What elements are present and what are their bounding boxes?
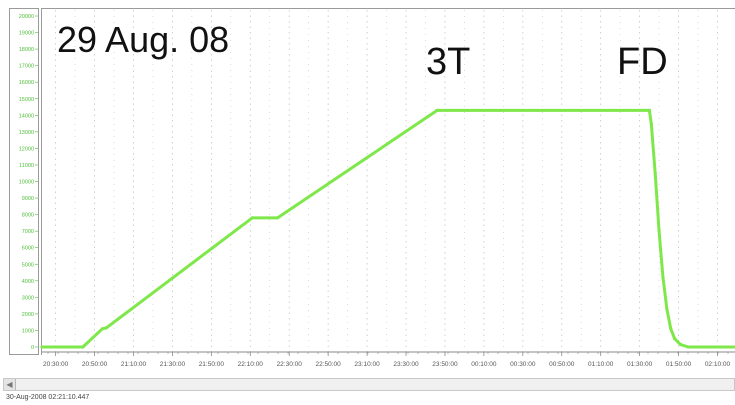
x-tick-label: 20:50:00 [82, 361, 108, 368]
data-point [647, 108, 651, 112]
y-tick-label: 11000 [19, 163, 34, 169]
x-tick-label: 01:50:00 [666, 361, 692, 368]
data-point [100, 327, 104, 331]
series-layer [40, 108, 735, 349]
y-tick-label: 15000 [19, 97, 34, 103]
data-point [81, 345, 85, 349]
x-tick-label: 23:10:00 [354, 361, 380, 368]
y-tick-label: 6000 [22, 246, 34, 252]
y-tick-label: 9000 [22, 196, 34, 202]
data-point [669, 327, 673, 331]
x-tick-label: 01:10:00 [588, 361, 614, 368]
data-point [661, 275, 665, 280]
y-tick-label: 1000 [22, 328, 34, 334]
date-annotation: 29 Aug. 08 [57, 19, 230, 60]
plot-frame [41, 8, 735, 355]
x-tick-label: 23:30:00 [393, 361, 419, 368]
x-tick-label: 00:50:00 [549, 361, 575, 368]
y-tick-label: 18000 [19, 47, 34, 53]
y-tick-label: 7000 [22, 229, 34, 235]
timestamp: 30-Aug-2008 02:21:10.447 [6, 394, 90, 401]
data-point [104, 326, 108, 330]
x-tick-label: 21:30:00 [160, 361, 186, 368]
series-line [42, 108, 735, 349]
y-tick-label: 16000 [19, 80, 34, 86]
y-tick-label: 20000 [19, 14, 34, 20]
x-tick-label: 22:10:00 [238, 361, 264, 368]
y-tick-label: 0 [31, 345, 34, 351]
data-point [657, 229, 661, 233]
y-tick-label: 10000 [19, 180, 34, 186]
y-tick-labels: 0 1000 2000 3000 4000 5000 6000 7000 8000 9000 100… [19, 14, 38, 351]
x-tick-label: 00:30:00 [510, 361, 536, 368]
y-tick-label: 19000 [19, 31, 34, 37]
data-point [653, 171, 657, 175]
x-tick-label: 01:30:00 [627, 361, 653, 368]
x-tick-labels: 20:30:00 20:50:00 21:10:00 21:30:00 21:50:00… [43, 352, 731, 368]
x-tick-label: 20:30:00 [43, 361, 69, 368]
y-tick-label: 2000 [22, 312, 34, 318]
scroll-left-arrow-icon[interactable]: ◀ [4, 379, 16, 390]
annotation-3t: 3T [426, 41, 471, 83]
y-tick-label: 4000 [22, 279, 34, 285]
x-tick-label: 00:10:00 [471, 361, 497, 368]
data-point [649, 121, 653, 126]
data-point [678, 342, 683, 347]
y-axis-panel [9, 8, 39, 355]
x-tick-label: 22:50:00 [315, 361, 341, 368]
y-tick-label: 17000 [19, 64, 34, 70]
y-tick-label: 14000 [19, 113, 34, 119]
data-point [686, 345, 690, 349]
y-tick-label: 12000 [19, 146, 34, 152]
data-point [435, 108, 439, 112]
x-tick-label: 23:50:00 [432, 361, 458, 368]
data-point [40, 345, 44, 349]
y-tick-label: 5000 [22, 262, 34, 268]
x-tick-label: 22:30:00 [277, 361, 303, 368]
annotation-fd: FD [617, 41, 668, 83]
horizontal-scrollbar[interactable]: ◀ [3, 378, 735, 391]
x-tick-label: 21:10:00 [121, 361, 147, 368]
y-tick-label: 3000 [22, 295, 34, 301]
grid-lines [55, 10, 718, 352]
x-tick-label: 21:50:00 [199, 361, 225, 368]
x-tick-label: 02:10:00 [705, 361, 731, 368]
y-tick-label: 13000 [19, 130, 34, 136]
data-point [665, 307, 669, 311]
y-tick-label: 8000 [22, 213, 34, 219]
data-point [250, 216, 254, 220]
data-point [275, 216, 280, 220]
data-point [673, 337, 677, 341]
axes [42, 351, 735, 354]
